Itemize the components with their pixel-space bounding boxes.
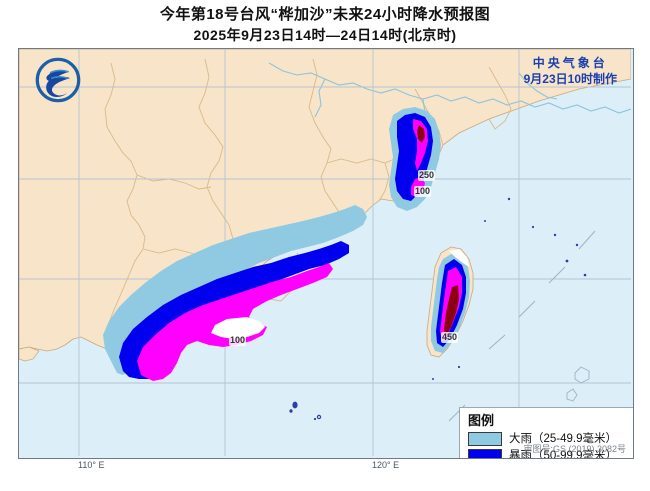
graticule — [19, 49, 631, 456]
legend-label-rainstorm: 暴雨（50-99.9毫米） — [509, 450, 618, 459]
legend-panel: 图例 大雨（25-49.9毫米） 暴雨（50-99.9毫米） 大暴雨（100-2… — [459, 407, 633, 459]
credit-timestamp: 9月23日10时制作 — [523, 72, 617, 86]
map-canvas: 中央气象台 9月23日10时制作 100 100 250 450 20° N 图… — [19, 49, 633, 459]
precip-extreme-rainstorm-tw — [444, 285, 459, 337]
credit-organization: 中央气象台 — [532, 56, 608, 70]
title-line-secondary: 2025年9月23日14时—24日14时(北京时) — [193, 27, 457, 43]
map-frame: 中央气象台 9月23日10时制作 100 100 250 450 20° N 图… — [18, 48, 634, 459]
precip-core-fj — [417, 125, 425, 143]
philippines-islet — [574, 366, 590, 384]
credit-block: 中央气象台 9月23日10时制作 — [524, 55, 617, 87]
value-label-fj-100: 100 — [414, 186, 432, 197]
taiwan-dry-north — [449, 249, 469, 267]
precip-heavy-rain-gd — [103, 205, 367, 375]
page-title: 今年第18号台风“桦加沙”未来24小时降水预报图 2025年9月23日14时—2… — [0, 4, 650, 45]
china-meteorological-administration-logo — [35, 57, 81, 103]
title-line-primary: 今年第18号台风“桦加沙”未来24小时降水预报图 — [159, 6, 491, 23]
offshore-islands — [289, 197, 587, 421]
longitude-tick-110e: 110° E — [78, 460, 105, 470]
value-label-fj-250: 250 — [418, 170, 436, 181]
value-label-tw-450: 450 — [441, 332, 459, 343]
taiwan-region — [426, 246, 474, 358]
legend-item-heavy-rain: 大雨（25-49.9毫米） — [468, 431, 633, 447]
longitude-tick-120e: 120° E — [372, 460, 400, 470]
legend-swatch-heavy-rain — [468, 432, 502, 446]
map-approval-number: 审图号:GS (2019) 3082号 — [523, 444, 626, 454]
philippines-islet-2 — [566, 388, 578, 402]
legend-item-rainstorm: 暴雨（50-99.9毫米） — [468, 448, 633, 459]
precip-band-guangdong — [103, 205, 367, 381]
value-label-gd-100: 100 — [229, 335, 247, 346]
legend-swatch-rainstorm — [468, 449, 502, 458]
map-vector-layer — [19, 49, 631, 456]
legend-label-heavy-rain: 大雨（25-49.9毫米） — [509, 433, 618, 445]
legend-title: 图例 — [468, 413, 495, 428]
precip-gap-delta — [211, 317, 265, 339]
coast-detail-left — [19, 346, 40, 362]
